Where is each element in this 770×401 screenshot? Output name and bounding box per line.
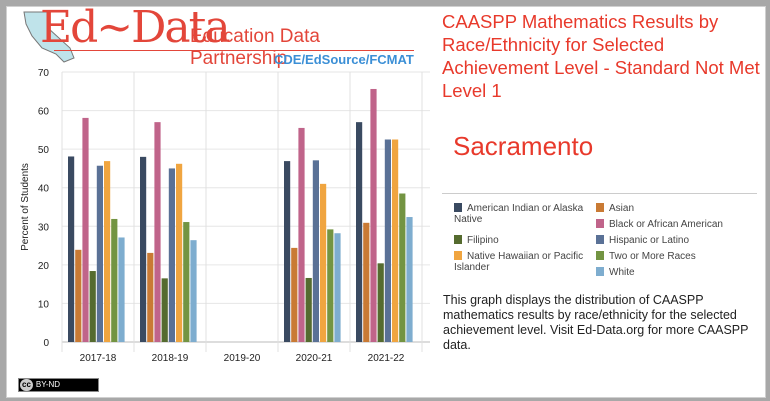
bar-chart: 0 10 20 30 40 50 60 70 Percent of Students 2017-1… bbox=[20, 68, 430, 364]
x-tick-label: 2018-19 bbox=[152, 353, 189, 364]
bar bbox=[154, 122, 161, 343]
chart-description: This graph displays the distribution of … bbox=[443, 293, 749, 352]
bar bbox=[291, 247, 298, 342]
bar bbox=[284, 161, 291, 342]
chart-title: CAASPP Mathematics Results by Race/Ethni… bbox=[442, 11, 760, 101]
y-tick-label: 20 bbox=[38, 261, 50, 272]
bar bbox=[363, 222, 370, 342]
bar bbox=[356, 122, 363, 343]
bar bbox=[140, 156, 147, 342]
bar bbox=[168, 168, 175, 342]
logo-credit: CDE/EdSource/FCMAT bbox=[274, 52, 414, 67]
legend-swatch bbox=[454, 235, 462, 244]
bar bbox=[104, 161, 111, 342]
bar bbox=[327, 229, 334, 342]
bar bbox=[96, 165, 103, 342]
bar bbox=[305, 277, 312, 342]
legend-item[interactable]: White bbox=[596, 267, 756, 278]
legend-swatch bbox=[596, 219, 604, 228]
bar bbox=[176, 163, 183, 342]
legend-swatch bbox=[596, 267, 604, 276]
cc-license-badge[interactable]: cc BY-ND bbox=[18, 378, 99, 392]
legend-swatch bbox=[596, 235, 604, 244]
bar bbox=[312, 160, 319, 342]
legend-item[interactable]: American Indian or Alaska Native bbox=[454, 203, 588, 225]
legend-label: Native Hawaiian or Pacific Islander bbox=[454, 251, 584, 273]
legend-item[interactable]: Native Hawaiian or Pacific Islander bbox=[454, 251, 588, 273]
divider bbox=[442, 193, 757, 194]
bar bbox=[147, 252, 154, 342]
bar bbox=[118, 237, 125, 342]
legend-label: Asian bbox=[609, 203, 635, 214]
cc-icon: cc bbox=[20, 379, 33, 391]
district-name: Sacramento bbox=[453, 131, 594, 161]
bar bbox=[370, 88, 377, 342]
logo-wordmark: Ed~Data bbox=[40, 2, 231, 53]
legend-label: White bbox=[609, 267, 635, 278]
bar bbox=[183, 222, 190, 342]
bar bbox=[320, 183, 327, 342]
ed-data-logo[interactable]: Ed~Data Education Data Partnership CDE/E… bbox=[14, 2, 414, 69]
legend-item[interactable]: Black or African American bbox=[596, 219, 756, 230]
y-tick-label: 10 bbox=[38, 299, 50, 310]
x-tick-label: 2020-21 bbox=[296, 353, 333, 364]
bar bbox=[399, 193, 406, 342]
x-tick-label: 2017-18 bbox=[80, 353, 117, 364]
bar bbox=[111, 218, 118, 342]
bar bbox=[298, 127, 305, 342]
california-map-icon bbox=[23, 11, 75, 63]
bar bbox=[190, 240, 197, 342]
y-tick-label: 0 bbox=[43, 338, 49, 349]
bar bbox=[89, 271, 96, 342]
bar bbox=[82, 117, 89, 343]
logo-underline bbox=[54, 50, 414, 51]
y-axis-title: Percent of Students bbox=[20, 163, 31, 251]
bar bbox=[384, 139, 391, 342]
bar bbox=[75, 249, 82, 342]
bar bbox=[377, 263, 384, 342]
y-tick-label: 70 bbox=[38, 68, 50, 79]
bar bbox=[392, 139, 399, 342]
legend-item[interactable]: Hispanic or Latino bbox=[596, 235, 756, 246]
legend-swatch bbox=[596, 203, 604, 212]
bar bbox=[334, 233, 341, 342]
y-tick-label: 30 bbox=[38, 222, 50, 233]
legend-label: Two or More Races bbox=[609, 251, 696, 262]
logo-subtitle: Education Data Partnership bbox=[190, 26, 320, 69]
legend-label: Black or African American bbox=[609, 219, 723, 230]
bar bbox=[68, 156, 75, 342]
bar bbox=[161, 278, 168, 342]
x-tick-label: 2019-20 bbox=[224, 353, 261, 364]
legend-swatch bbox=[454, 251, 462, 260]
bar bbox=[406, 217, 413, 342]
legend-label: Hispanic or Latino bbox=[609, 235, 690, 246]
legend-swatch bbox=[454, 203, 462, 212]
y-tick-label: 60 bbox=[38, 107, 50, 118]
y-tick-label: 40 bbox=[38, 184, 50, 195]
legend-item[interactable]: Filipino bbox=[454, 235, 588, 246]
y-tick-label: 50 bbox=[38, 145, 50, 156]
legend-label: American Indian or Alaska Native bbox=[454, 203, 584, 225]
legend-swatch bbox=[596, 251, 604, 260]
legend-item[interactable]: Asian bbox=[596, 203, 756, 214]
x-tick-label: 2021-22 bbox=[368, 353, 405, 364]
license-label: BY-ND bbox=[35, 380, 61, 389]
legend-item[interactable]: Two or More Races bbox=[596, 251, 756, 262]
legend-label: Filipino bbox=[467, 235, 499, 246]
